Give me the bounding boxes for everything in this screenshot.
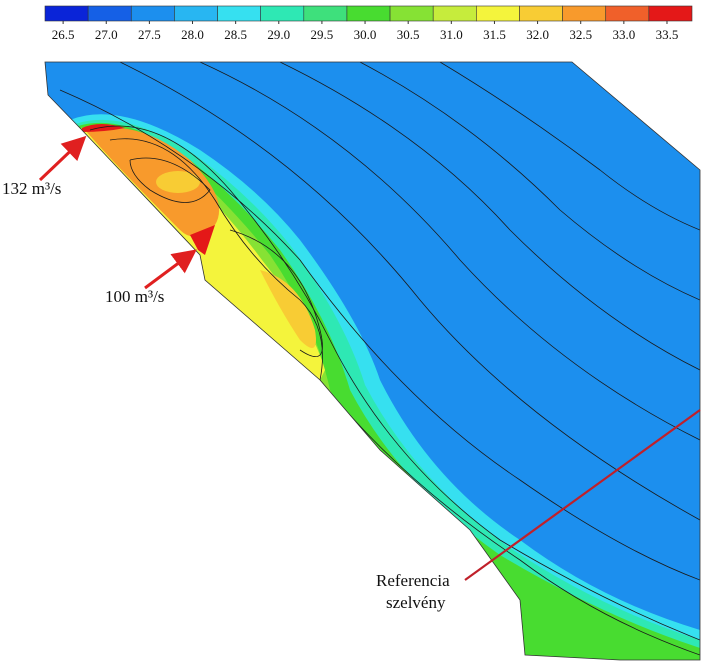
colorbar-bin — [44, 5, 89, 22]
colorbar-tick-label: 28.5 — [224, 27, 247, 42]
colorbar-tick-label: 27.0 — [95, 27, 118, 42]
colorbar-tick-label: 31.5 — [483, 27, 506, 42]
colorbar-bin — [605, 5, 650, 22]
colorbar-tick-label: 29.5 — [311, 27, 334, 42]
annotation: 132 m³/s — [2, 179, 61, 198]
colorbar-tick-label: 30.5 — [397, 27, 420, 42]
colorbar-bin — [476, 5, 520, 22]
colorbar-bin — [174, 5, 218, 22]
colorbar-bin — [303, 5, 348, 22]
flow-field — [45, 62, 700, 660]
annotation: 100 m³/s — [105, 287, 164, 306]
colorbar-tick-label: 26.5 — [52, 27, 75, 42]
colorbar: 26.5 27.0 27.5 28.0 28.5 29.0 29.5 30.0 30.5 31.0… — [44, 5, 693, 42]
colorbar-bin — [130, 5, 175, 22]
reference-line — [464, 409, 701, 581]
colorbar-bin — [346, 5, 391, 22]
colorbar-tick-label: 27.5 — [138, 27, 161, 42]
colorbar-bin — [389, 5, 434, 22]
arrow — [38, 135, 87, 182]
arrow — [144, 249, 197, 290]
colorbar-tick-label: 33.0 — [612, 27, 635, 42]
colorbar-bin — [519, 5, 563, 22]
colorbar-tick-label: 32.5 — [569, 27, 592, 42]
colorbar-tick-label: 30.0 — [354, 27, 377, 42]
colorbar-tick-label: 32.0 — [526, 27, 549, 42]
colorbar-tick-label: 31.0 — [440, 27, 463, 42]
domain-outline — [44, 61, 701, 661]
colorbar-bin — [87, 5, 132, 22]
colorbar-bin — [562, 5, 607, 22]
colorbar-tick-label: 33.5 — [656, 27, 679, 42]
colorbar-bin — [432, 5, 477, 22]
colorbar-tick-label: 28.0 — [181, 27, 204, 42]
annotation: Referencia — [376, 571, 450, 590]
colorbar-bin — [260, 5, 305, 22]
colorbar-bin — [217, 5, 261, 22]
colorbar-bin — [648, 5, 693, 22]
annotation: szelvény — [386, 593, 446, 612]
colorbar-tick-label: 29.0 — [267, 27, 290, 42]
